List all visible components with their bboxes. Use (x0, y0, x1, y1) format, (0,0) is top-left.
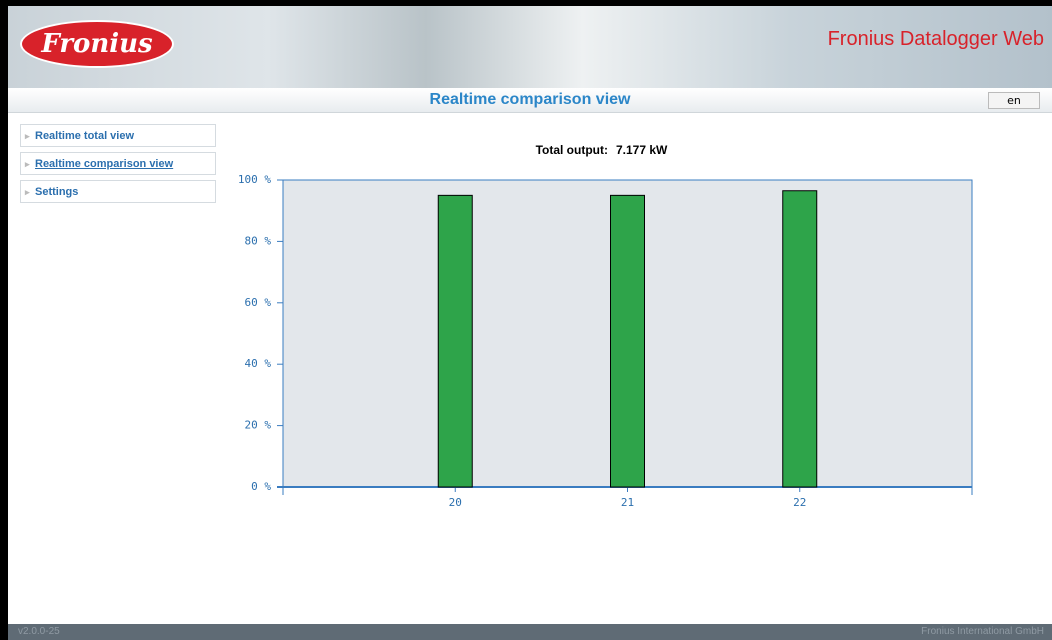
y-tick-label: 80 % (245, 234, 272, 247)
x-tick-label: 20 (449, 496, 462, 509)
title-bar: Realtime comparison view en (8, 88, 1052, 113)
chart-title: Total output: (536, 143, 608, 157)
page-title: Realtime comparison view (8, 91, 1052, 109)
window: Fronius Fronius Datalogger Web Realtime … (8, 6, 1052, 640)
language-select[interactable]: en (988, 92, 1040, 109)
banner: Fronius Fronius Datalogger Web (8, 6, 1052, 88)
x-tick-label: 21 (621, 496, 634, 509)
logo[interactable]: Fronius (20, 20, 174, 68)
y-tick-label: 100 % (238, 173, 271, 186)
footer: v2.0.0-25 Fronius International GmbH (8, 624, 1052, 640)
bar (783, 191, 817, 487)
total-output: 7.177 kW (616, 143, 668, 157)
version: v2.0.0-25 (18, 624, 60, 640)
y-tick-label: 0 % (251, 480, 271, 493)
y-tick-label: 20 % (245, 419, 272, 432)
app-title: Fronius Datalogger Web (828, 28, 1044, 51)
bar (611, 195, 645, 487)
company: Fronius International GmbH (921, 624, 1044, 640)
y-tick-label: 60 % (245, 296, 272, 309)
y-tick-label: 40 % (245, 357, 272, 370)
bar (438, 195, 472, 487)
chart: Total output: 7.177 kW 0 % 20 % 40 % 60 % 80… (8, 112, 1052, 512)
x-tick-label: 22 (793, 496, 806, 509)
page: Fronius Fronius Datalogger Web Realtime … (0, 0, 1052, 640)
